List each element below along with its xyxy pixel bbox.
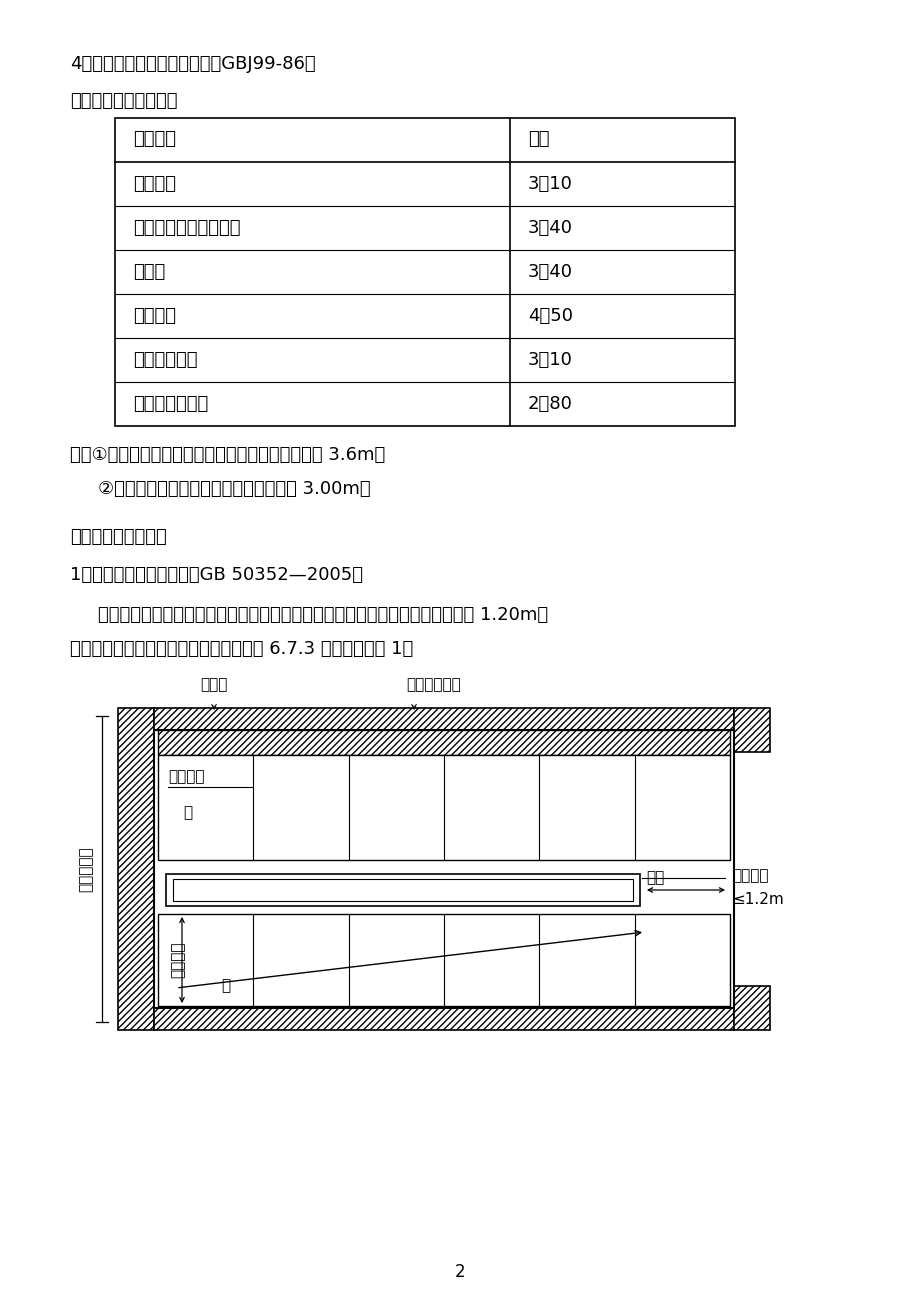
- Text: 矩形蹏步: 矩形蹏步: [168, 769, 204, 785]
- Text: 小学教室: 小学教室: [133, 174, 176, 193]
- Bar: [115, 118, 734, 426]
- Text: 3．10: 3．10: [528, 352, 573, 368]
- Text: 房间名称: 房间名称: [133, 130, 176, 148]
- Text: 梯段宽度: 梯段宽度: [170, 941, 186, 978]
- Text: 1、《民用建筑设计通则》GB 50352—2005：: 1、《民用建筑设计通则》GB 50352—2005：: [70, 566, 363, 585]
- Text: 下: 下: [183, 806, 192, 820]
- Text: 梯段改变方向时，扏手转向端处的平台最小宽度不应小于梯段宽度，并不得小于 1.20m，: 梯段改变方向时，扏手转向端处的平台最小宽度不应小于梯段宽度，并不得小于 1.20…: [98, 605, 548, 624]
- Text: 办公及服务用房: 办公及服务用房: [133, 395, 208, 413]
- Bar: [153, 730, 733, 1008]
- Text: 4、《中小学校建筑设计规范》GBJ99-86：: 4、《中小学校建筑设计规范》GBJ99-86：: [70, 55, 315, 73]
- Text: 2: 2: [454, 1263, 465, 1281]
- Text: 教学辅助用房: 教学辅助用房: [133, 352, 198, 368]
- Text: 注：①合班教室的净高度根据跨度决定，但不应低于 3.6m。: 注：①合班教室的净高度根据跨度决定，但不应低于 3.6m。: [70, 447, 385, 464]
- Bar: [173, 879, 632, 901]
- Text: 3．40: 3．40: [528, 263, 573, 281]
- Text: 梯井: 梯井: [645, 871, 664, 885]
- Bar: [733, 986, 769, 1030]
- Bar: [158, 914, 729, 1006]
- Text: 学校主要房间的净高：: 学校主要房间的净高：: [70, 92, 177, 109]
- Text: 中学、中师、幼师教室: 中学、中师、幼师教室: [133, 219, 240, 237]
- Bar: [158, 755, 729, 861]
- Text: 当有搜运大型物件需要时应适量加宽（第 6.7.3 条）；（见图 1）: 当有搜运大型物件需要时应适量加宽（第 6.7.3 条）；（见图 1）: [70, 641, 413, 658]
- Text: ≤1.2m: ≤1.2m: [732, 892, 783, 907]
- Text: 楼梯间: 楼梯间: [200, 677, 227, 691]
- Text: 实验室: 实验室: [133, 263, 165, 281]
- Text: 3．10: 3．10: [528, 174, 573, 193]
- Text: 上: 上: [221, 979, 231, 993]
- Text: 二、关于楼梯的问题: 二、关于楼梯的问题: [70, 529, 166, 546]
- Bar: [118, 708, 153, 1030]
- Bar: [158, 730, 729, 755]
- Text: ②设双层床的学生宿舍，其净高不应低于 3.00m。: ②设双层床的学生宿舍，其净高不应低于 3.00m。: [98, 480, 370, 497]
- Text: 净高: 净高: [528, 130, 549, 148]
- Text: 楼梯间开间: 楼梯间开间: [78, 846, 94, 892]
- Text: 楼梯梯段边界: 楼梯梯段边界: [406, 677, 460, 691]
- Text: 平台宽度: 平台宽度: [732, 868, 767, 884]
- Bar: [165, 874, 640, 906]
- Text: 3．40: 3．40: [528, 219, 573, 237]
- Bar: [153, 1008, 733, 1030]
- Text: 2．80: 2．80: [528, 395, 573, 413]
- Bar: [733, 708, 769, 753]
- Text: 舞蹈教室: 舞蹈教室: [133, 307, 176, 326]
- Text: 4．50: 4．50: [528, 307, 573, 326]
- Bar: [153, 708, 733, 730]
